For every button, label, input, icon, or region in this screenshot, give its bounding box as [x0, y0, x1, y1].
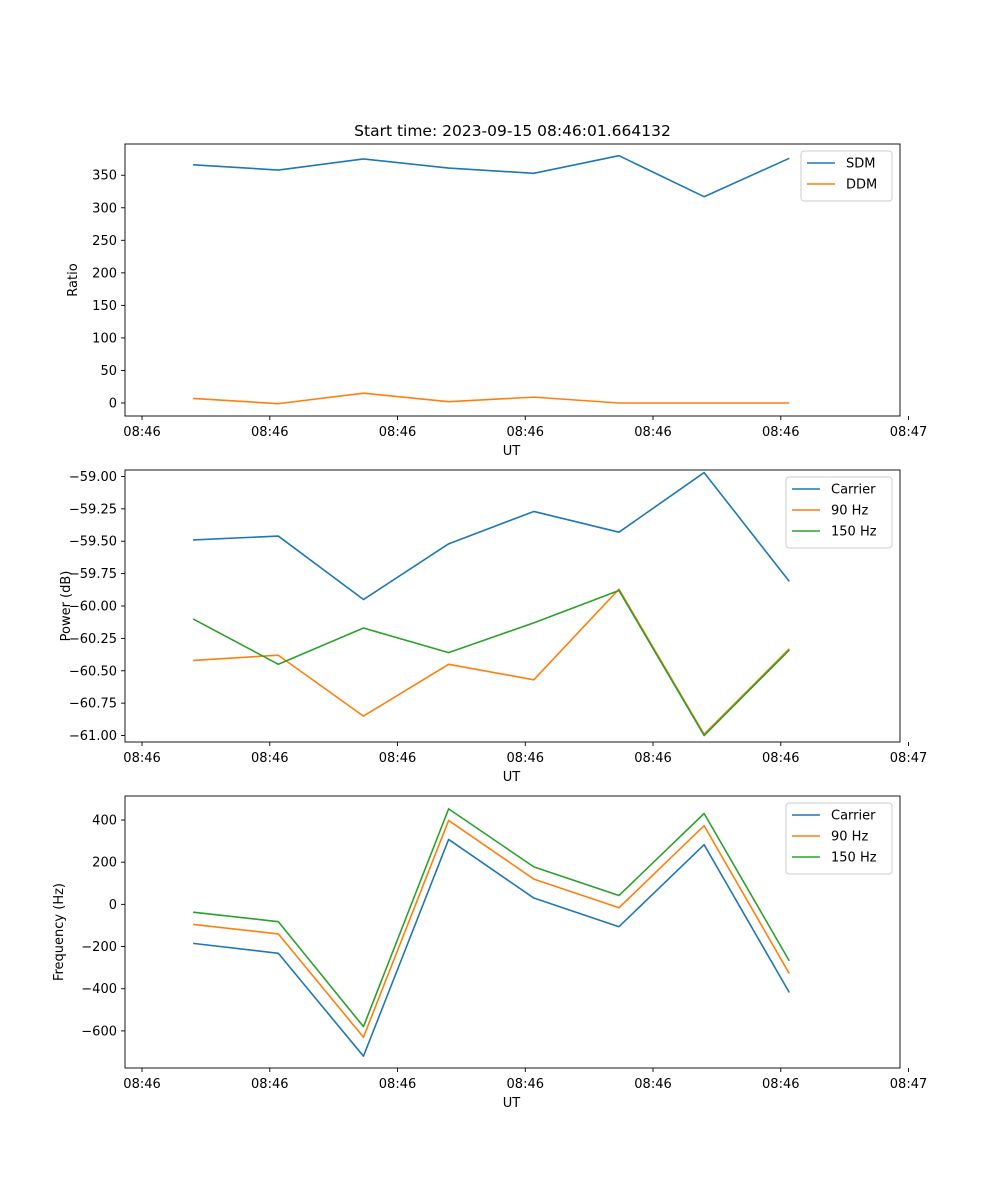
x-axis-label: UT — [503, 770, 521, 785]
x-tick-label: 08:46 — [762, 1077, 799, 1092]
y-tick-label: 200 — [92, 856, 117, 871]
x-tick-label: 08:46 — [507, 751, 544, 766]
y-tick-label: −600 — [81, 1024, 117, 1039]
legend-label: 90 Hz — [831, 504, 868, 519]
x-tick-label: 08:46 — [251, 425, 288, 440]
x-axis-label: UT — [503, 1096, 521, 1111]
y-tick-label: 350 — [92, 169, 117, 184]
y-tick-label: 0 — [109, 898, 117, 913]
y-tick-label: 150 — [92, 299, 117, 314]
y-tick-label: −60.75 — [69, 697, 117, 712]
y-tick-label: 400 — [92, 814, 117, 829]
x-tick-label: 08:46 — [634, 425, 671, 440]
chart-title: Start time: 2023-09-15 08:46:01.664132 — [354, 122, 671, 140]
y-tick-label: −59.50 — [69, 535, 117, 550]
y-tick-label: 300 — [92, 201, 117, 216]
x-tick-label: 08:46 — [123, 751, 160, 766]
y-tick-label: 200 — [92, 266, 117, 281]
y-axis-label: Power (dB) — [59, 571, 74, 642]
x-tick-label: 08:46 — [762, 751, 799, 766]
x-tick-label: 08:47 — [890, 425, 927, 440]
y-axis-label: Frequency (Hz) — [52, 883, 67, 981]
panel-3: 08:46 08:46 08:46 08:46 08:46 08:46 08:47 −600 −… — [52, 795, 927, 1111]
x-tick-label: 08:46 — [507, 1077, 544, 1092]
x-tick-label: 08:46 — [634, 1077, 671, 1092]
legend-label: Carrier — [831, 483, 876, 498]
x-tick-label: 08:46 — [251, 1077, 288, 1092]
series-line-150-hz — [192, 589, 790, 737]
y-tick-label: −60.00 — [69, 600, 117, 615]
series-line-90-hz — [193, 819, 790, 1039]
panel-2: 08:46 08:46 08:46 08:46 08:46 08:46 08:47 −61.0… — [59, 469, 927, 785]
x-tick-label: 08:47 — [890, 751, 927, 766]
series-line-carrier — [193, 471, 790, 601]
y-tick-label: −400 — [81, 982, 117, 997]
x-tick-label: 08:46 — [251, 751, 288, 766]
y-tick-label: 100 — [92, 331, 117, 346]
y-tick-label: −59.25 — [69, 502, 117, 517]
y-tick-label: −60.25 — [69, 632, 117, 647]
x-tick-label: 08:46 — [379, 425, 416, 440]
legend-label: 150 Hz — [831, 525, 877, 540]
y-tick-label: −59.75 — [69, 567, 117, 582]
x-tick-label: 08:46 — [507, 425, 544, 440]
plot-frame — [124, 143, 901, 417]
x-tick-label: 08:47 — [890, 1077, 927, 1092]
series-line-carrier — [193, 838, 790, 1057]
series-line-150-hz — [193, 808, 790, 1028]
legend: SDM DDM — [800, 150, 893, 202]
y-tick-label: 0 — [109, 396, 117, 411]
panels: 08:46 08:46 08:46 08:46 08:46 08:46 08:47 0 50 10… — [52, 122, 927, 1111]
plot-frame — [124, 795, 901, 1069]
legend-label: Carrier — [831, 809, 876, 824]
x-tick-label: 08:46 — [379, 1077, 416, 1092]
series-line-sdm — [193, 154, 790, 198]
y-tick-label: −61.00 — [69, 729, 117, 744]
y-axis-label: Ratio — [66, 263, 81, 296]
y-tick-label: 250 — [92, 234, 117, 249]
x-axis-label: UT — [503, 444, 521, 459]
legend-label: 90 Hz — [831, 830, 868, 845]
y-tick-label: −60.50 — [69, 664, 117, 679]
legend-label: SDM — [846, 157, 875, 172]
legend-label: DDM — [846, 178, 877, 193]
y-tick-label: −200 — [81, 940, 117, 955]
legend: Carrier 90 Hz 150 Hz — [785, 476, 893, 549]
panel-1: 08:46 08:46 08:46 08:46 08:46 08:46 08:47 0 50 10… — [66, 122, 927, 459]
x-tick-label: 08:46 — [379, 751, 416, 766]
legend: Carrier 90 Hz 150 Hz — [785, 802, 893, 875]
legend-label: 150 Hz — [831, 851, 877, 866]
x-tick-label: 08:46 — [123, 1077, 160, 1092]
x-tick-label: 08:46 — [634, 751, 671, 766]
series-line-ddm — [193, 392, 790, 405]
y-tick-label: 50 — [100, 364, 117, 379]
x-tick-label: 08:46 — [123, 425, 160, 440]
x-tick-label: 08:46 — [762, 425, 799, 440]
y-tick-label: −59.00 — [69, 470, 117, 485]
